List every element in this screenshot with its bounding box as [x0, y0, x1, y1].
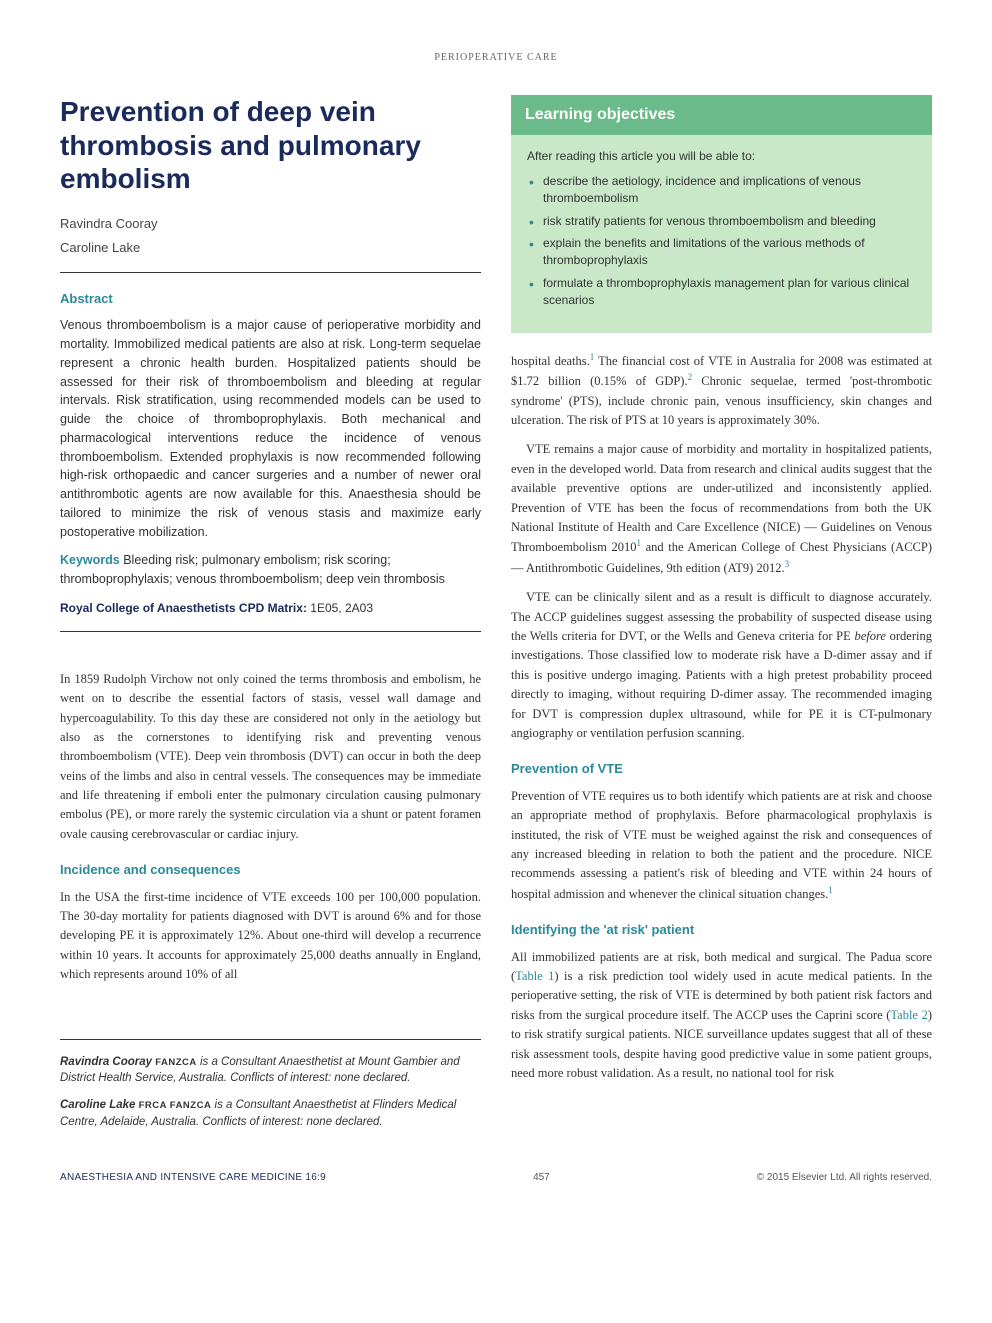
- author-name: Ravindra Cooray: [60, 214, 481, 234]
- text-run: Prevention of VTE requires us to both id…: [511, 789, 932, 901]
- learning-item: describe the aetiology, incidence and im…: [527, 173, 916, 207]
- cpd-value: 1E05, 2A03: [307, 601, 373, 615]
- page: PERIOPERATIVE CARE Prevention of deep ve…: [0, 0, 992, 1215]
- two-column-layout: Prevention of deep vein thrombosis and p…: [60, 95, 932, 1130]
- section-header: PERIOPERATIVE CARE: [60, 50, 932, 65]
- identifying-heading: Identifying the 'at risk' patient: [511, 920, 932, 940]
- body-paragraph: hospital deaths.1 The financial cost of …: [511, 351, 932, 431]
- citation-ref[interactable]: 1: [828, 885, 833, 895]
- article-title: Prevention of deep vein thrombosis and p…: [60, 95, 481, 196]
- page-number: 457: [533, 1170, 550, 1185]
- bio-name: Ravindra Cooray: [60, 1056, 152, 1068]
- journal-name: ANAESTHESIA AND INTENSIVE CARE MEDICINE …: [60, 1170, 326, 1185]
- text-run: ) is a risk prediction tool widely used …: [511, 969, 932, 1022]
- incidence-paragraph: In the USA the first-time incidence of V…: [60, 888, 481, 985]
- citation-ref[interactable]: 3: [785, 559, 790, 569]
- author-bio: Caroline Lake FRCA FANZCA is a Consultan…: [60, 1097, 481, 1130]
- learning-box-title: Learning objectives: [511, 95, 932, 135]
- body-paragraph: VTE can be clinically silent and as a re…: [511, 588, 932, 743]
- learning-item: formulate a thromboprophylaxis managemen…: [527, 275, 916, 309]
- right-column: Learning objectives After reading this a…: [511, 95, 932, 1130]
- intro-paragraph: In 1859 Rudolph Virchow not only coined …: [60, 670, 481, 844]
- divider: [60, 272, 481, 273]
- divider: [60, 1039, 481, 1040]
- table-ref[interactable]: Table 1: [515, 969, 554, 983]
- copyright: © 2015 Elsevier Ltd. All rights reserved…: [757, 1170, 932, 1185]
- keywords-line: Keywords Bleeding risk; pulmonary emboli…: [60, 551, 481, 589]
- cpd-label: Royal College of Anaesthetists CPD Matri…: [60, 601, 307, 615]
- abstract-text: Venous thromboembolism is a major cause …: [60, 316, 481, 541]
- learning-box-lead: After reading this article you will be a…: [527, 147, 916, 165]
- table-ref[interactable]: Table 2: [890, 1008, 927, 1022]
- learning-box-body: After reading this article you will be a…: [511, 135, 932, 319]
- page-footer: ANAESTHESIA AND INTENSIVE CARE MEDICINE …: [60, 1170, 932, 1185]
- bio-credentials: FANZCA: [155, 1057, 197, 1068]
- prevention-heading: Prevention of VTE: [511, 759, 932, 779]
- text-run: ordering investigations. Those classifie…: [511, 629, 932, 740]
- learning-box-list: describe the aetiology, incidence and im…: [527, 173, 916, 309]
- keywords-label: Keywords: [60, 553, 120, 567]
- learning-objectives-box: Learning objectives After reading this a…: [511, 95, 932, 333]
- divider: [60, 631, 481, 632]
- learning-item: risk stratify patients for venous thromb…: [527, 213, 916, 230]
- cpd-line: Royal College of Anaesthetists CPD Matri…: [60, 599, 481, 617]
- abstract-heading: Abstract: [60, 289, 481, 309]
- body-paragraph: All immobilized patients are at risk, bo…: [511, 948, 932, 1084]
- bio-name: Caroline Lake: [60, 1099, 135, 1111]
- body-paragraph: Prevention of VTE requires us to both id…: [511, 787, 932, 904]
- emphasis: before: [854, 629, 885, 643]
- body-paragraph: VTE remains a major cause of morbidity a…: [511, 440, 932, 578]
- incidence-heading: Incidence and consequences: [60, 860, 481, 880]
- author-bio: Ravindra Cooray FANZCA is a Consultant A…: [60, 1054, 481, 1087]
- author-name: Caroline Lake: [60, 238, 481, 258]
- text-run: hospital deaths.: [511, 354, 590, 368]
- bio-credentials: FRCA FANZCA: [139, 1100, 212, 1111]
- text-run: VTE remains a major cause of morbidity a…: [511, 442, 932, 554]
- learning-item: explain the benefits and limitations of …: [527, 235, 916, 269]
- left-column: Prevention of deep vein thrombosis and p…: [60, 95, 481, 1130]
